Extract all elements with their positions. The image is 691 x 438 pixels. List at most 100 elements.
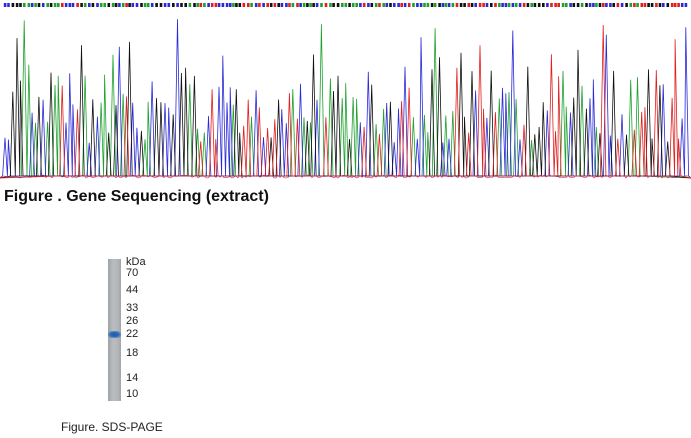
base-call-mark [41, 3, 45, 7]
base-call-mark [504, 3, 508, 7]
base-call-mark [176, 3, 179, 7]
base-call-mark [34, 3, 37, 7]
base-call-mark [423, 3, 426, 7]
trace-a [0, 20, 691, 179]
base-call-mark [629, 3, 633, 7]
base-call-mark [128, 3, 131, 7]
base-call-mark [285, 3, 288, 7]
base-call-mark [71, 3, 75, 7]
trace-t [0, 24, 691, 179]
base-call-mark [511, 3, 515, 7]
marker-label-10: 10 [126, 388, 139, 400]
base-call-mark [76, 3, 79, 7]
base-call-mark [332, 3, 335, 7]
base-call-mark [88, 3, 91, 7]
base-call-mark [49, 3, 53, 7]
base-call-mark [7, 3, 10, 7]
base-call-mark [163, 3, 167, 7]
base-call-mark [250, 3, 253, 7]
base-call-mark [312, 3, 315, 7]
base-call-mark [518, 3, 522, 7]
base-call-mark [385, 3, 389, 7]
base-call-mark [609, 3, 612, 7]
base-call-mark [247, 3, 250, 7]
base-call-mark [143, 3, 147, 7]
base-call-mark [625, 3, 628, 7]
marker-label-22: 22 [126, 328, 139, 340]
base-call-mark [494, 3, 497, 7]
base-call-mark [229, 3, 232, 7]
marker-label-33: 33 [126, 302, 139, 314]
base-call-mark [655, 3, 658, 7]
base-call-mark [605, 3, 608, 7]
base-call-mark [501, 3, 504, 7]
base-call-mark [167, 3, 171, 7]
base-call-mark [565, 3, 568, 7]
base-call-mark [507, 3, 511, 7]
base-call-mark [389, 3, 392, 7]
base-call-mark [235, 3, 238, 7]
base-call-mark [188, 3, 192, 7]
base-call-mark [53, 3, 57, 7]
base-call-mark [155, 3, 158, 7]
base-call-mark [407, 3, 411, 7]
base-call-mark [498, 3, 501, 7]
base-call-mark [299, 3, 302, 7]
base-call-mark [103, 3, 106, 7]
base-call-mark [647, 3, 650, 7]
base-call-mark [221, 3, 225, 7]
base-call-mark [203, 3, 206, 7]
base-call-mark [459, 3, 463, 7]
base-call-mark [348, 3, 351, 7]
base-call-mark [430, 3, 434, 7]
base-call-mark [355, 3, 358, 7]
base-call-mark [30, 3, 34, 7]
base-call-mark [403, 3, 407, 7]
base-call-mark [595, 3, 598, 7]
base-call-mark [550, 3, 553, 7]
base-call-mark [242, 3, 246, 7]
base-call-mark [15, 3, 19, 7]
base-call-mark [455, 3, 459, 7]
base-call-mark [277, 3, 280, 7]
base-call-mark [96, 3, 99, 7]
base-call-mark [207, 3, 210, 7]
base-call-mark [658, 3, 662, 7]
base-call-mark [210, 3, 214, 7]
base-call-mark [140, 3, 143, 7]
base-call-mark [433, 3, 437, 7]
base-call-mark [118, 3, 121, 7]
base-call-mark [125, 3, 128, 7]
base-call-mark [199, 3, 203, 7]
base-call-mark [269, 3, 273, 7]
base-call-mark [225, 3, 229, 7]
base-call-mark [296, 3, 299, 7]
sequencing-chromatogram [0, 3, 691, 179]
base-call-mark [19, 3, 22, 7]
base-call-mark [412, 3, 415, 7]
base-call-mark [61, 3, 64, 7]
base-call-mark [280, 3, 284, 7]
base-call-mark [474, 3, 477, 7]
base-call-mark [131, 3, 135, 7]
sds-page-caption: Figure. SDS-PAGE [61, 420, 163, 434]
base-call-mark [580, 3, 584, 7]
base-call-mark [537, 3, 541, 7]
base-call-mark [444, 3, 448, 7]
base-call-mark [193, 3, 196, 7]
base-call-mark [359, 3, 362, 7]
base-call-mark [91, 3, 95, 7]
base-call-mark [378, 3, 381, 7]
base-call-mark [135, 3, 139, 7]
chromatogram-traces [0, 19, 691, 179]
base-call-mark [485, 3, 489, 7]
base-call-mark [232, 3, 235, 7]
base-call-mark [490, 3, 493, 7]
base-call-mark [107, 3, 111, 7]
base-call-mark [616, 3, 620, 7]
base-call-mark [620, 3, 624, 7]
base-call-mark [670, 3, 674, 7]
base-call-mark [673, 3, 677, 7]
base-call-mark [214, 3, 218, 7]
base-call-mark [643, 3, 647, 7]
